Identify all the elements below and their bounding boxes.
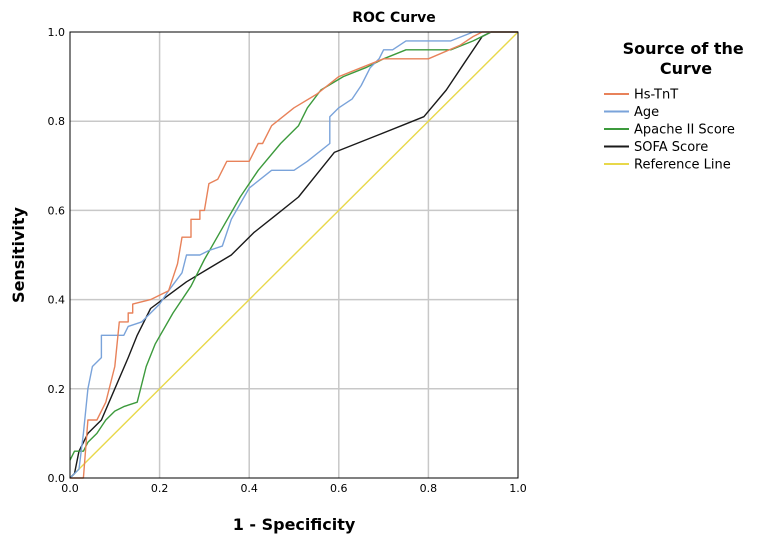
x-tick-label: 1.0 <box>509 482 527 495</box>
y-tick-label: 0.0 <box>48 472 66 485</box>
y-tick-label: 0.4 <box>48 294 66 307</box>
legend-title-line-1: Source of the <box>623 39 744 58</box>
series-line-reference-line <box>69 31 519 479</box>
legend-title: Source of the Curve <box>623 39 750 78</box>
x-tick-label: 0.4 <box>240 482 258 495</box>
legend-label-reference-line: Reference Line <box>634 158 731 173</box>
series-line-age <box>69 31 518 479</box>
legend-label-sofa-score: SOFA Score <box>634 140 708 155</box>
y-axis-label: Sensitivity <box>9 206 28 302</box>
y-ticks: 0.0 0.2 0.4 0.6 0.8 1.0 <box>48 26 66 485</box>
y-tick-label: 0.2 <box>48 383 66 396</box>
legend-title-line-2: Curve <box>660 59 712 78</box>
x-tick-label: 0.0 <box>61 482 79 495</box>
legend-label-apache-ii-score: Apache II Score <box>634 123 735 138</box>
y-tick-label: 1.0 <box>48 26 66 39</box>
legend: Source of the Curve Hs-TnT Age Apache II S… <box>604 39 750 173</box>
y-tick-label: 0.6 <box>48 204 66 217</box>
chart-title: ROC Curve <box>352 10 436 26</box>
x-ticks: 0.0 0.2 0.4 0.6 0.8 1.0 <box>61 482 527 495</box>
series-line-hs-tnt <box>70 31 518 479</box>
x-tick-label: 0.8 <box>420 482 438 495</box>
legend-label-hs-tnt: Hs-TnT <box>634 88 678 103</box>
series-line-sofa-score <box>69 31 518 479</box>
plot-frame <box>69 31 519 479</box>
x-axis-label: 1 - Specificity <box>233 515 356 534</box>
series-line-apache-ii-score <box>69 31 518 461</box>
y-tick-label: 0.8 <box>48 115 66 128</box>
legend-items: Hs-TnT Age Apache II Score SOFA Score Refere… <box>604 88 735 173</box>
x-tick-label: 0.2 <box>151 482 169 495</box>
series-layer <box>69 31 519 479</box>
legend-label-age: Age <box>634 105 659 120</box>
x-tick-label: 0.6 <box>330 482 348 495</box>
grid <box>70 32 518 478</box>
